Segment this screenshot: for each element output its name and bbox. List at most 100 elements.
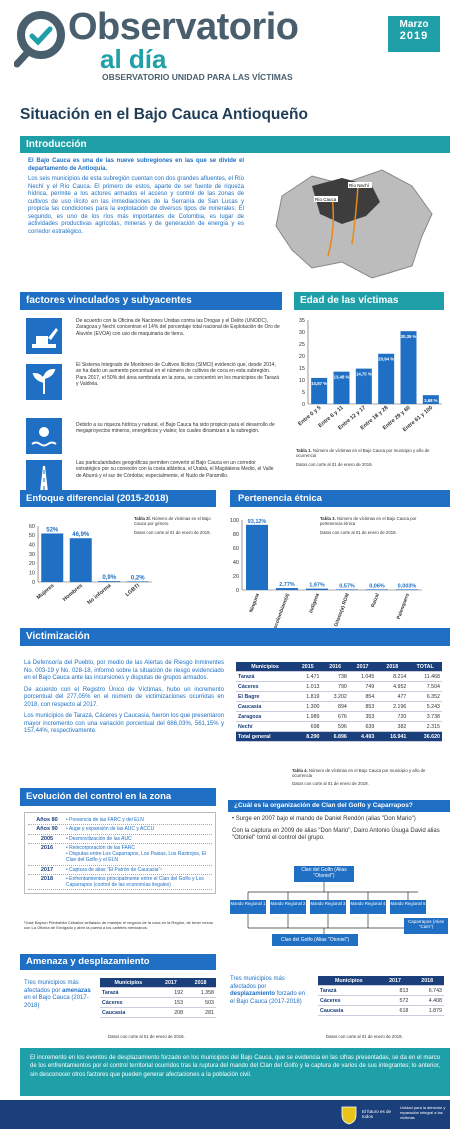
table-row: Tarazá 192 1.358: [100, 987, 216, 998]
victim-caption: Tabla 4. Número de víctimas en el Bajo C…: [292, 768, 442, 786]
threat-date: Datos con corte al 01 de enero de 2019.: [108, 1034, 185, 1039]
category-label: Hombres: [62, 583, 84, 603]
table-cell: 720: [376, 711, 409, 722]
bar: [276, 588, 298, 590]
y-tick-label: 10: [299, 378, 305, 384]
table-cell: 1.819: [294, 691, 322, 702]
y-tick-label: 60: [29, 524, 35, 530]
clan-question: ¿Cuál es la organización de Clan del Gol…: [228, 800, 450, 812]
table-cell: Caucasia: [100, 1007, 157, 1018]
factor-text: De acuerdo con la Oficina de Naciones Un…: [76, 318, 280, 337]
timeline-event: • Auge y expansión de las AUC y ACCU: [66, 826, 155, 833]
victim-caption-bold: Tabla 4.: [292, 768, 308, 773]
y-tick-label: 50: [29, 533, 35, 539]
data-label: 30,35 %: [401, 334, 417, 339]
table-cell: Cáceres: [318, 995, 380, 1006]
ethnic-heading: Pertenencia étnica: [230, 490, 450, 507]
diff-date: Datos con corte al 01 de enero de 2019.: [134, 529, 211, 535]
table-cell: 8.214: [376, 671, 409, 682]
table-cell: El Bagre: [236, 691, 295, 702]
bar: [311, 377, 328, 404]
category-label: Indígena: [308, 592, 321, 614]
category-label: LGBTI: [125, 583, 142, 599]
timeline-row: Años 90 • Auge y expansión de las AUC y A…: [28, 825, 212, 835]
data-label: 0,2%: [131, 575, 145, 581]
org-region-box: Mando Regional 1: [230, 900, 266, 914]
category-label: Ninguna: [248, 592, 261, 613]
table-cell: 2.315: [408, 721, 442, 732]
bar: [98, 581, 121, 582]
table-cell: 698: [294, 721, 322, 732]
timeline-year: 2016: [40, 844, 54, 851]
table-row: El Bagre 1.819 3.202 854 477 6.352: [236, 691, 442, 702]
category-label: Raizal: [370, 592, 381, 608]
org-region-box: Mando Regional 3: [310, 900, 346, 914]
timeline-events: • Desmovilización de las AUC: [66, 836, 212, 842]
data-label: 13,48 %: [334, 375, 350, 380]
total-row: Total general 8.290 6.896 4.493 16.941 36.620: [236, 731, 442, 742]
diff-caption-bold: Tabla 2l.: [134, 516, 151, 521]
bar: [333, 371, 350, 404]
table-cell: 6.352: [408, 691, 442, 702]
gender-chart: 0 10 20 30 40 50 60 52% Mujeres 46,9% Hombres 0,9%N…: [29, 524, 152, 606]
coat-of-arms-icon: [341, 1106, 357, 1125]
map-label-cauca: Río Cauca: [315, 197, 337, 202]
intro-body: Los seis municipios de esta subregión cu…: [28, 176, 244, 235]
org-regions: Mando Regional 1 Mando Regional 2 Mando Re…: [230, 900, 450, 914]
displacement-heading: Amenaza y desplazamiento: [20, 954, 216, 970]
org-region-box: Mando Regional 4: [350, 900, 386, 914]
table-cell: Tarazá: [318, 985, 380, 996]
table-cell: 8.290: [294, 731, 322, 742]
table-cell: 281: [185, 1007, 216, 1018]
table-cell: 1.013: [294, 681, 322, 692]
timeline-row: 2018 • Enfrentamientos principalmente ent…: [28, 875, 212, 891]
timeline-row: 2017 • Captura de alias "El Patrón de Cau…: [28, 866, 212, 875]
column-header: TOTAL: [408, 662, 442, 672]
table-cell: Cáceres: [236, 681, 295, 692]
timeline-event: • Reincorporación de las FARC: [66, 844, 136, 851]
table-cell: 36.620: [408, 731, 442, 742]
table-cell: 11.468: [408, 671, 442, 682]
victim-text: La Defensoría del Pueblo, por medio de l…: [24, 660, 224, 736]
diff-caption-text: Número de víctimas en el Bajo Cauca por …: [134, 516, 211, 527]
timeline-events: • Auge y expansión de las AUC y ACCU: [66, 826, 212, 832]
page-title: Situación en el Bajo Cauca Antioqueño: [20, 106, 308, 123]
y-tick-label: 60: [233, 546, 239, 552]
data-label: 0,57%: [339, 583, 355, 589]
displ-post: forzado en el Bajo Cauca (2017-2018): [230, 991, 306, 1005]
table-row: Caucasia 208 281: [100, 1007, 216, 1018]
evolution-footnote: ¹José Bayron Piedrahita Ceballos señalad…: [24, 920, 213, 931]
y-tick-label: 10: [29, 570, 35, 576]
logo-magnifier-icon: [14, 11, 65, 68]
table-cell: 749: [348, 681, 377, 692]
timeline-events: • Presencia de las FARC y del ELN: [66, 817, 212, 823]
threat-table: Municipios 2017 2018 Tarazá 192 1.358 Cáceres 1…: [100, 978, 216, 1018]
column-header: 2016: [321, 662, 349, 672]
footer-bar: El futuro es de todos Unidad para la ate…: [0, 1100, 450, 1129]
ethnic-caption-bold: Tabla 3.: [320, 516, 336, 521]
data-label: 10,87 %: [311, 381, 327, 386]
factor-item: Debido a su riqueza hídrica y natural, e…: [20, 414, 282, 458]
table-cell: 1.471: [294, 671, 322, 682]
victim-p1: La Defensoría del Pueblo, por medio de l…: [24, 660, 224, 681]
data-label: 46,9%: [72, 532, 90, 538]
column-header: 2017: [348, 662, 377, 672]
y-tick-label: 80: [233, 532, 239, 538]
table-cell: 3.202: [321, 691, 349, 702]
table-cell: 572: [379, 995, 411, 1006]
table-cell: 676: [321, 711, 349, 722]
table-cell: 503: [185, 997, 216, 1008]
factor-item: El Sistema Integrado de Monitoreo de Cul…: [20, 360, 282, 414]
table-cell: 813: [379, 985, 411, 996]
factors-list: De acuerdo con la Oficina de Naciones Un…: [20, 316, 282, 502]
factor-text: Las particularidades geográficas permite…: [76, 460, 274, 479]
table-cell: 208: [156, 1007, 186, 1018]
ethnic-caption-text: Número de víctimas en el Bajo Cauca por …: [320, 516, 417, 527]
table-cell: 6.743: [410, 985, 444, 996]
table-cell: 353: [348, 711, 377, 722]
bar: [422, 395, 439, 404]
table-cell: Tarazá: [236, 671, 295, 682]
diff-heading: Enfoque diferencial (2015-2018): [20, 490, 216, 507]
table-row: Cáceres 1.013 790 749 4.952 7.504: [236, 681, 442, 692]
